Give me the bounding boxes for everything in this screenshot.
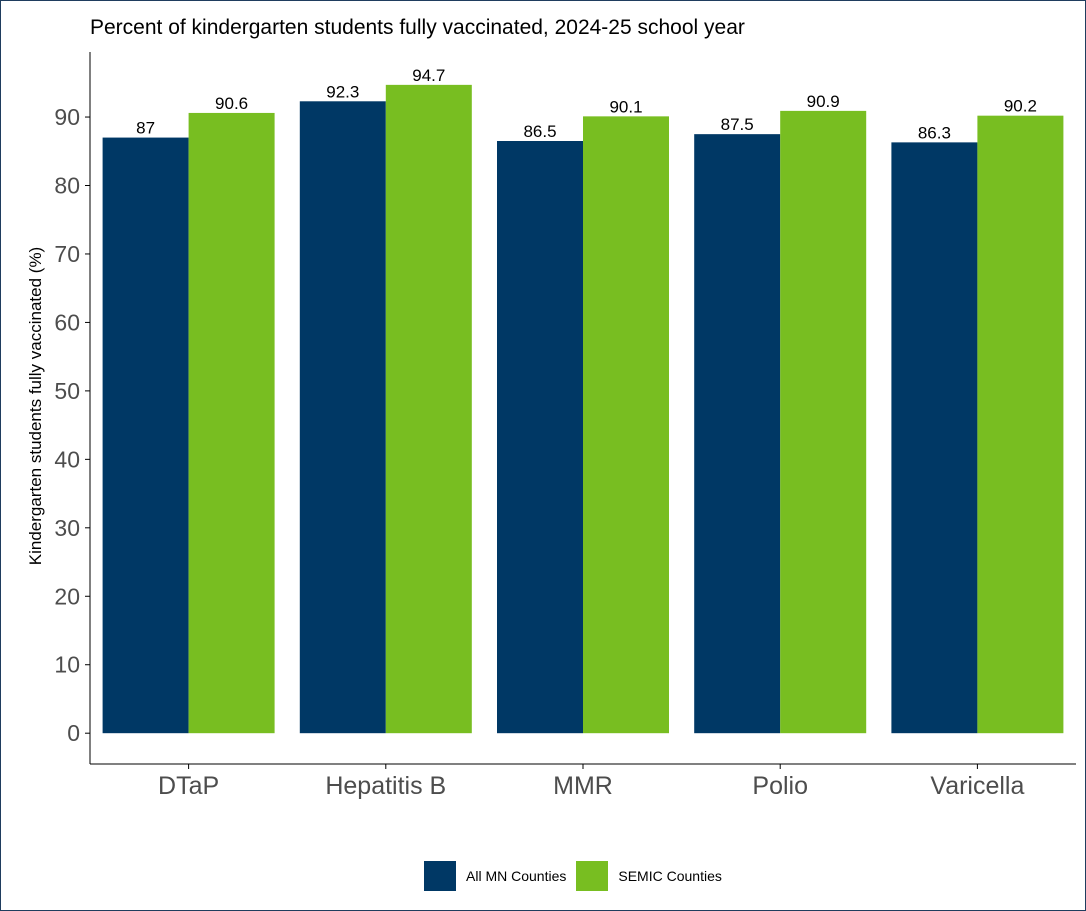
bar [102,137,189,734]
bar-value-label: 90.2 [1004,97,1037,116]
x-tick-label: Polio [752,772,808,800]
y-tick-label: 50 [54,378,80,404]
x-tick-label: MMR [553,772,613,800]
bar-value-label: 90.6 [215,94,248,113]
x-tick-label: Varicella [930,772,1024,800]
bar [780,110,867,734]
y-tick-label: 40 [54,446,80,472]
y-tick-label: 70 [54,241,80,267]
bar-value-label: 87 [136,119,155,138]
bar-value-label: 86.5 [523,122,556,141]
bar [497,141,583,734]
bar [891,142,978,734]
bar [385,84,472,734]
legend-swatch-semic [576,861,609,891]
bar [977,115,1064,734]
legend-item-semic: SEMIC Counties [576,861,722,891]
bar-value-label: 90.9 [807,92,840,111]
y-tick-label: 0 [67,720,80,746]
legend: All MN Counties SEMIC Counties [424,861,732,891]
y-tick-label: 30 [54,515,80,541]
legend-label-all-mn: All MN Counties [466,868,567,884]
y-tick-label: 60 [54,309,80,335]
legend-label-semic: SEMIC Counties [618,868,722,884]
bar-value-label: 87.5 [721,115,754,134]
bar-value-label: 86.3 [918,123,951,142]
bar [188,112,275,734]
bar [694,134,781,734]
x-tick-label: Hepatitis B [325,772,446,800]
axes: 0 10 20 30 40 50 60 70 80 90 DTaP Hepatitis B MMR Pol… [54,52,1076,800]
chart-title: Percent of kindergarten students fully v… [90,16,745,39]
legend-item-all-mn: All MN Counties [424,861,566,891]
bar-value-label: 90.1 [609,97,642,116]
bar [299,101,386,734]
bar-value-label: 92.3 [326,82,359,101]
legend-swatch-all-mn [424,861,456,891]
bars [102,84,1064,734]
y-tick-label: 80 [54,173,80,199]
bar [583,116,669,734]
data-labels: 87 90.6 92.3 94.7 86.5 90.1 87.5 90.9 86.3 90.2 [136,66,1037,143]
y-tick-label: 10 [54,652,80,678]
y-tick-label: 90 [54,104,80,130]
bar-value-label: 94.7 [412,66,445,85]
x-tick-label: DTaP [158,772,219,800]
y-tick-label: 20 [54,583,80,609]
